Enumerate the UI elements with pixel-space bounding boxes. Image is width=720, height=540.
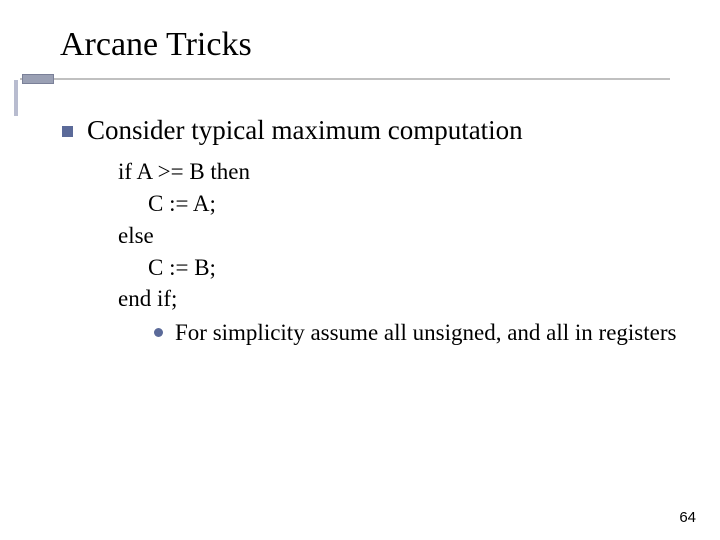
page-number: 64 (679, 509, 696, 526)
bullet-text: Consider typical maximum computation (87, 114, 523, 146)
bullet-level2: For simplicity assume all unsigned, and … (154, 317, 690, 348)
title-block: Arcane Tricks (0, 20, 690, 84)
code-block: if A >= B then C := A; else C := B; end … (118, 156, 690, 348)
code-line: if A >= B then (118, 156, 690, 188)
content-area: Consider typical maximum computation if … (62, 114, 690, 348)
slide: Arcane Tricks Consider typical maximum c… (0, 0, 720, 540)
code-line: end if; (118, 283, 690, 315)
title-underline (0, 74, 670, 84)
accent-left-bar (14, 80, 18, 116)
code-line: C := B; (118, 252, 690, 284)
code-line: else (118, 220, 690, 252)
bullet-level1: Consider typical maximum computation (62, 114, 690, 146)
underline-bar (20, 78, 670, 80)
accent-box-icon (22, 74, 54, 84)
square-bullet-icon (62, 126, 73, 137)
dot-bullet-icon (154, 328, 163, 337)
bullet2-text: For simplicity assume all unsigned, and … (175, 317, 676, 348)
code-line: C := A; (118, 188, 690, 220)
slide-title: Arcane Tricks (60, 20, 690, 63)
